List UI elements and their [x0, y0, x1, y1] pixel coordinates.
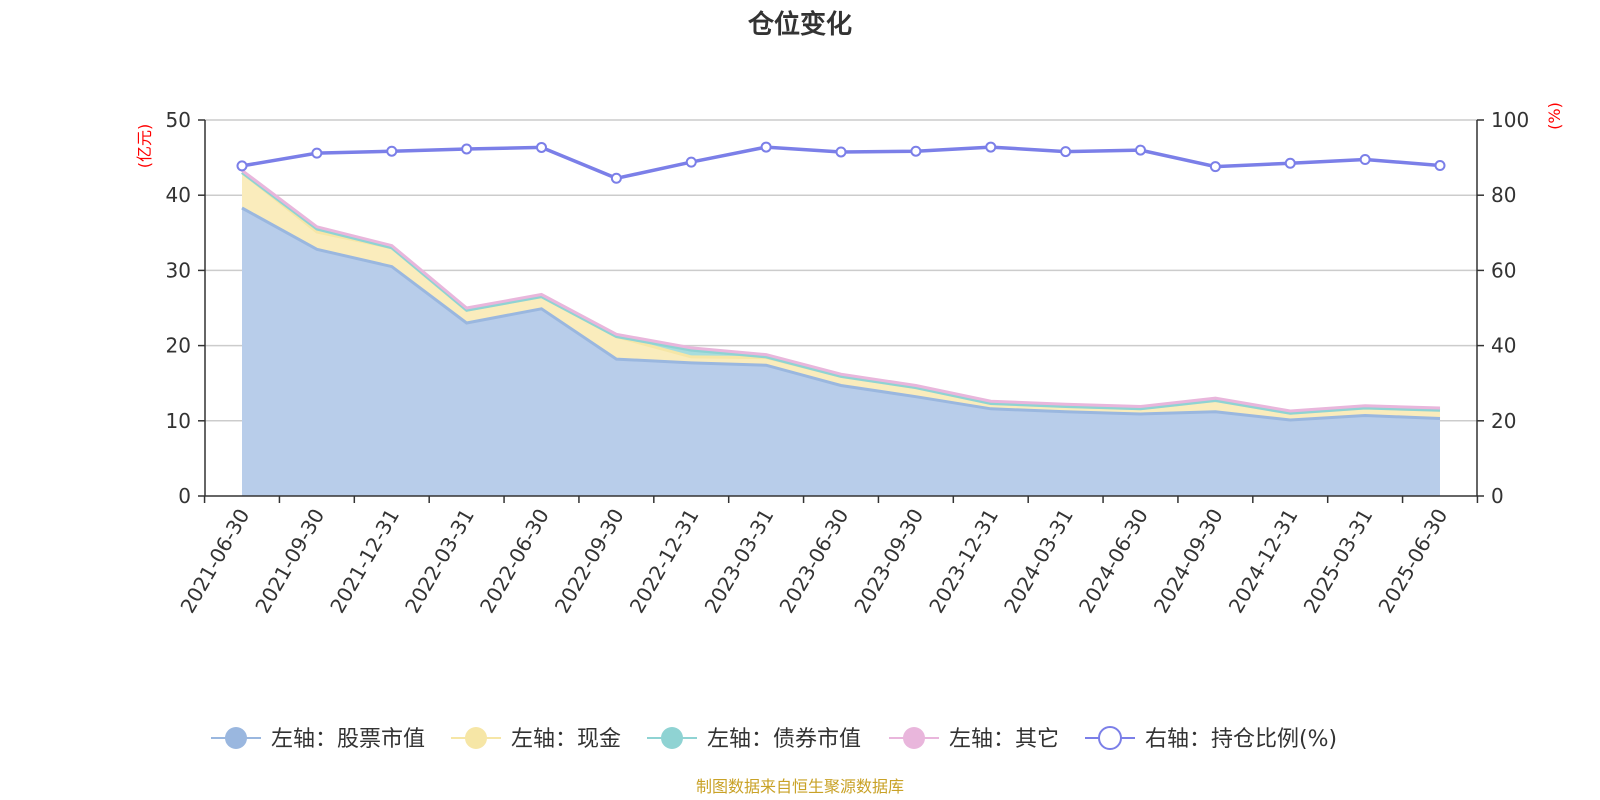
x-tick-label: 2023-12-31: [924, 505, 1003, 618]
legend-label: 右轴：持仓比例(%): [1145, 727, 1337, 752]
legend-label: 左轴：股票市值: [271, 727, 425, 752]
x-tick-label: 2024-03-31: [999, 505, 1078, 618]
ratio-line-series: [236, 141, 1446, 184]
x-tick-label: 2022-12-31: [625, 505, 704, 618]
ratio-point: [236, 160, 248, 172]
x-tick-label: 2022-06-30: [475, 505, 554, 618]
x-tick-label: 2024-06-30: [1074, 505, 1153, 618]
left-tick-label: 30: [166, 258, 191, 282]
ratio-point: [1209, 161, 1221, 173]
x-tick-label: 2022-09-30: [550, 505, 629, 618]
ratio-point: [760, 141, 772, 153]
x-tick-label: 2025-06-30: [1373, 505, 1452, 618]
left-tick-label: 0: [178, 484, 191, 508]
x-tick-label: 2021-12-31: [325, 505, 404, 618]
x-tick-label: 2023-06-30: [774, 505, 853, 618]
legend-marker: [465, 727, 487, 749]
x-tick-label: 2021-06-30: [175, 505, 254, 618]
area-fill-series-1: [242, 208, 1440, 496]
legend-item: 左轴：现金: [451, 727, 621, 752]
left-tick-label: 50: [166, 108, 191, 132]
ratio-point: [1135, 144, 1146, 156]
legend: 左轴：股票市值 左轴：现金 左轴：债券市值 左轴：其它 右轴：持仓比例(%): [211, 726, 1337, 752]
x-tick-label: 2024-12-31: [1224, 505, 1303, 618]
left-axis-unit: (亿元): [135, 124, 154, 169]
legend-item: 左轴：债券市值: [647, 727, 861, 752]
area-edge-series-4: [241, 169, 1441, 413]
ratio-point: [910, 145, 922, 157]
right-tick-label: 40: [1491, 334, 1516, 358]
ratio-point: [461, 143, 473, 155]
legend-item: 右轴：持仓比例(%): [1085, 726, 1337, 752]
legend-marker: [1098, 726, 1122, 750]
ratio-point: [1284, 157, 1296, 169]
legend-item: 左轴：股票市值: [211, 727, 425, 752]
ratio-point: [985, 141, 997, 153]
ratio-point: [1060, 146, 1072, 158]
chart-title: 仓位变化: [747, 9, 852, 40]
ratio-point: [610, 172, 622, 184]
legend-label: 左轴：其它: [949, 727, 1059, 752]
right-tick-label: 80: [1491, 183, 1516, 207]
x-tick-label: 2022-03-31: [400, 505, 479, 618]
left-tick-label: 20: [166, 334, 191, 358]
legend-marker: [661, 727, 683, 749]
right-tick-label: 20: [1491, 409, 1516, 433]
ratio-point: [311, 147, 323, 159]
legend-marker: [903, 727, 925, 749]
right-tick-label: 100: [1491, 108, 1529, 132]
source-note: 制图数据来自恒生聚源数据库: [696, 777, 904, 796]
area-edge-series-1: [241, 206, 1441, 422]
x-tick-label: 2023-09-30: [849, 505, 928, 618]
area-edge-series-3: [241, 171, 1441, 415]
ratio-point: [835, 146, 847, 158]
x-tick-label: 2025-03-31: [1299, 505, 1378, 618]
right-axis-unit: (%): [1545, 102, 1564, 130]
x-tick-label: 2023-03-31: [700, 505, 779, 618]
stacked-area-series: [241, 169, 1441, 496]
legend-marker: [225, 727, 247, 749]
ratio-point: [536, 141, 547, 153]
ratio-point: [1434, 159, 1446, 171]
legend-label: 左轴：债券市值: [707, 727, 861, 752]
right-tick-label: 0: [1491, 484, 1504, 508]
x-tick-label: 2024-09-30: [1149, 505, 1228, 618]
right-tick-label: 60: [1491, 258, 1516, 282]
x-tick-label: 2021-09-30: [250, 505, 329, 618]
legend-item: 左轴：其它: [889, 727, 1059, 752]
left-tick-label: 10: [166, 409, 191, 433]
ratio-point: [386, 145, 398, 157]
ratio-point: [1359, 153, 1371, 165]
left-tick-label: 40: [166, 183, 191, 207]
legend-label: 左轴：现金: [511, 727, 621, 752]
ratio-point: [685, 156, 697, 168]
